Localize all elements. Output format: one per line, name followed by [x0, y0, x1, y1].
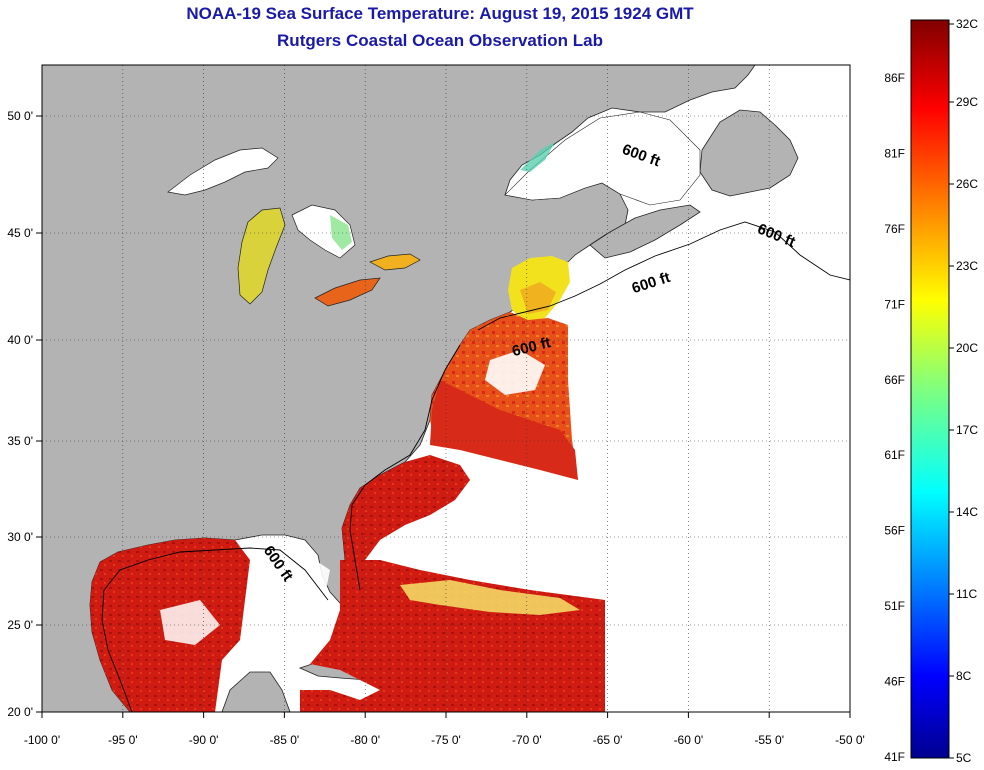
yellow-band [400, 580, 580, 615]
st-lawrence-color [520, 142, 555, 172]
lon-tick-label: -70 0' [512, 733, 542, 747]
fahrenheit-label: 56F [884, 524, 905, 538]
lon-tick-label: -50 0' [835, 733, 865, 747]
contour-line-northeast [477, 221, 850, 331]
lat-tick-label: 45 0' [7, 226, 33, 240]
latitude-axis: 50 0' 45 0' 40 0' 35 0' 30 0' 25 0' 20 0' [7, 109, 42, 719]
fahrenheit-label: 46F [884, 675, 905, 689]
colorbar-labels: 32C 29C 26C 23C 20C 17C 14C 11C 8C 5C 86F 81F 76F 71F… [884, 17, 978, 765]
celsius-label: 23C [956, 259, 978, 273]
land-nova-scotia [589, 204, 701, 259]
fahrenheit-label: 86F [884, 71, 905, 85]
map-title: NOAA-19 Sea Surface Temperature: August … [186, 4, 694, 23]
celsius-label: 17C [956, 423, 978, 437]
lat-tick-label: 40 0' [7, 333, 33, 347]
mid-atlantic-red [430, 380, 578, 480]
lake-huron-color [330, 215, 352, 250]
contour-line-east-coast [349, 344, 461, 591]
lon-tick-label: -55 0' [754, 733, 784, 747]
cloud-patch [485, 350, 545, 395]
gulf-of-maine-orange [520, 282, 556, 314]
land-newfoundland [699, 109, 799, 197]
cloud-patch [430, 500, 540, 555]
lat-tick-label: 30 0' [7, 530, 33, 544]
lon-tick-label: -100 0' [24, 733, 60, 747]
celsius-label: 8C [956, 669, 972, 683]
fahrenheit-label: 51F [884, 599, 905, 613]
lat-tick-label: 50 0' [7, 109, 33, 123]
fahrenheit-label: 81F [884, 146, 905, 160]
lake-michigan [237, 207, 286, 305]
fahrenheit-label: 61F [884, 448, 905, 462]
fahrenheit-label: 66F [884, 373, 905, 387]
lon-tick-label: -90 0' [189, 733, 219, 747]
lake-ontario [369, 253, 421, 271]
lake-erie [314, 277, 381, 307]
celsius-label: 5C [956, 751, 972, 765]
lake-superior [167, 147, 279, 196]
lat-tick-label: 25 0' [7, 618, 33, 632]
lon-tick-label: -85 0' [270, 733, 300, 747]
celsius-label: 29C [956, 95, 978, 109]
lat-tick-label: 20 0' [7, 705, 33, 719]
lon-tick-label: -80 0' [350, 733, 380, 747]
lat-tick-label: 35 0' [7, 434, 33, 448]
lon-tick-label: -60 0' [674, 733, 704, 747]
longitude-axis: -100 0' -95 0' -90 0' -85 0' -80 0' -75 0' -70… [24, 712, 865, 747]
contour-line-gulf [101, 547, 329, 712]
gulf-st-lawrence [504, 111, 701, 206]
celsius-label: 14C [956, 505, 978, 519]
fahrenheit-label: 71F [884, 297, 905, 311]
land-yucatan [221, 671, 291, 712]
map-subtitle: Rutgers Coastal Ocean Observation Lab [277, 31, 603, 50]
cloud-patch [160, 600, 220, 645]
celsius-label: 20C [956, 341, 978, 355]
fahrenheit-label: 41F [884, 750, 905, 764]
celsius-label: 26C [956, 177, 978, 191]
lon-tick-label: -95 0' [108, 733, 138, 747]
colorbar [910, 19, 950, 759]
lon-tick-label: -75 0' [431, 733, 461, 747]
fahrenheit-label: 76F [884, 222, 905, 236]
celsius-label: 32C [956, 17, 978, 31]
grid-lines [42, 65, 850, 712]
celsius-label: 11C [956, 587, 977, 601]
lon-tick-label: -65 0' [593, 733, 623, 747]
southeast-sst [342, 455, 470, 585]
